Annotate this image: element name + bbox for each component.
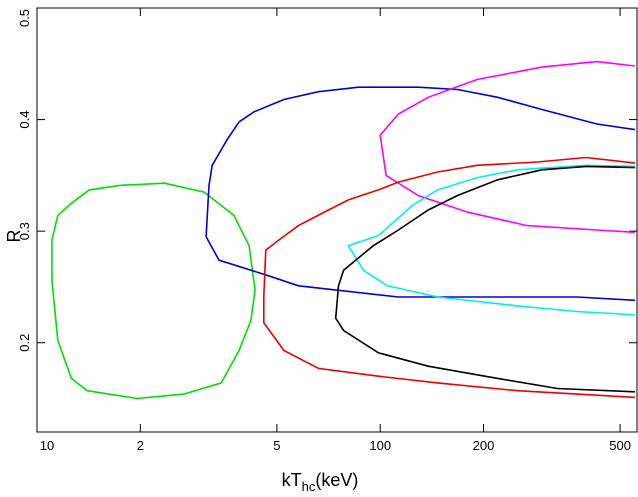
y-tick-label: 0.3 [17, 222, 32, 240]
x-axis-label: kThc(keV) [282, 470, 359, 492]
y-tick-label: 0.5 [17, 9, 32, 27]
y-tick-label: 0.2 [17, 334, 32, 352]
x-label-sub: hc [302, 479, 316, 492]
contour [205, 86, 636, 302]
contour [51, 182, 256, 400]
x-tick-label: 200 [473, 438, 495, 453]
x-tick-label: 5 [273, 438, 280, 453]
contour [347, 164, 635, 316]
x-tick-label: 10 [40, 438, 54, 453]
x-tick-label: 2 [137, 438, 144, 453]
contour [334, 165, 635, 393]
y-tick-label: 0.4 [17, 111, 32, 129]
contour [263, 156, 635, 399]
x-tick-label: 500 [609, 438, 631, 453]
plot-frame [36, 7, 638, 433]
x-label-main: kT [282, 470, 302, 490]
contour [379, 60, 635, 234]
y-axis-label: R [4, 230, 24, 243]
x-tick-label: 100 [369, 438, 391, 453]
x-label-unit: (keV) [315, 470, 358, 490]
